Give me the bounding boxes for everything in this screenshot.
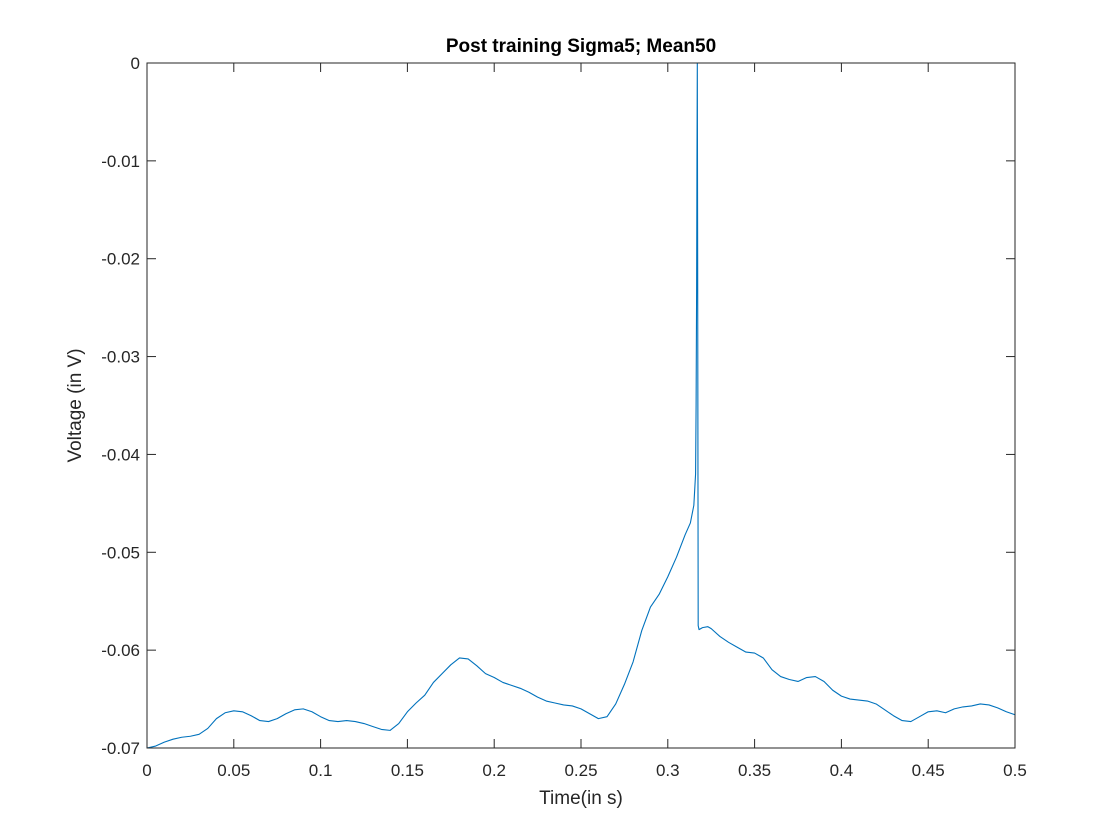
x-tick-label: 0.1 — [309, 761, 333, 780]
chart-title: Post training Sigma5; Mean50 — [446, 36, 716, 57]
axes-box — [146, 62, 1016, 749]
x-tick-label: 0.3 — [656, 761, 680, 780]
x-axis-label: Time(in s) — [539, 788, 623, 809]
x-tick-label: 0.4 — [830, 761, 854, 780]
y-axis-label: Voltage (in V) — [65, 348, 86, 462]
y-tick-label: -0.04 — [101, 445, 140, 464]
plot-area — [147, 63, 1015, 748]
x-tick-label: 0.35 — [738, 761, 771, 780]
axis-ticks: 0 0.05 0.1 0.15 0.2 0.25 0.3 0.35 0.4 0.45 0.5 -0.0… — [101, 54, 1027, 780]
plot-lines — [146, 62, 1016, 749]
y-tick-label: -0.06 — [101, 641, 140, 660]
x-tick-label: 0.05 — [217, 761, 250, 780]
y-tick-label: -0.03 — [101, 348, 140, 367]
y-tick-label: -0.01 — [101, 152, 140, 171]
series-line — [146, 62, 1016, 749]
y-tick-label: -0.05 — [101, 543, 140, 562]
y-tick-label: 0 — [131, 54, 140, 73]
x-tick-label: 0.45 — [912, 761, 945, 780]
y-tick-label: -0.02 — [101, 250, 140, 269]
x-tick-label: 0.5 — [1003, 761, 1027, 780]
x-tick-label: 0.25 — [564, 761, 597, 780]
x-tick-label: 0.15 — [391, 761, 424, 780]
y-tick-label: -0.07 — [101, 739, 140, 758]
x-tick-label: 0.2 — [482, 761, 506, 780]
x-tick-label: 0 — [142, 761, 151, 780]
